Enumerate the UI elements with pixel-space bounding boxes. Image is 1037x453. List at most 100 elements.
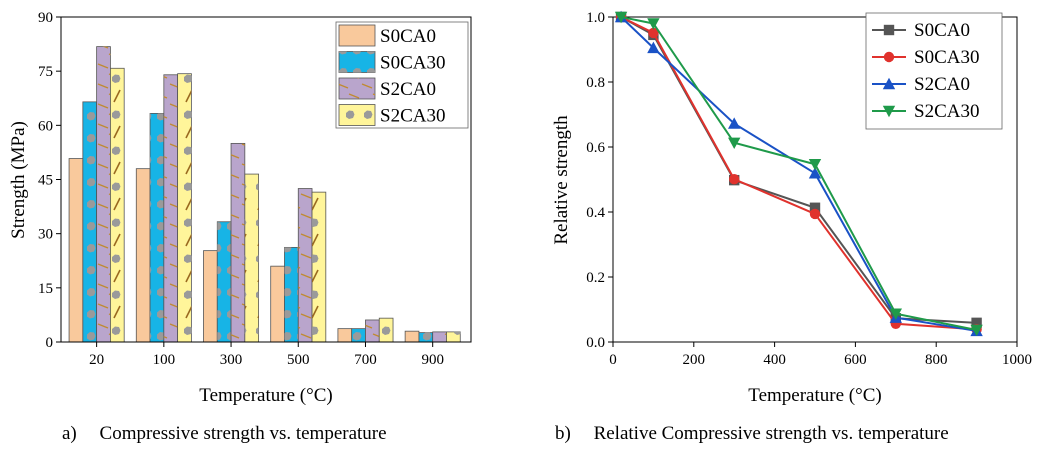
y-tick-label: 0.2 [586, 270, 605, 286]
bar-pattern-S2CA30-100 [177, 73, 192, 342]
x-tick-label: 600 [844, 352, 867, 368]
line-chart: 0 200 400 600 800 1000 0.0 0.2 0.4 0.6 0.8 1.0 Rela… [551, 10, 1032, 406]
legend-marker-S0CA30 [883, 51, 895, 63]
y-tick-label: 45 [38, 173, 53, 189]
bar-pattern-S2CA30-900 [446, 331, 461, 342]
point-S2CA30-500 [808, 159, 822, 171]
legend-label-S0CA0: S0CA0 [914, 20, 970, 41]
y-tick-label: 0.0 [586, 335, 605, 351]
legend-marker-S2CA0 [882, 77, 896, 90]
y-tick-label: 30 [38, 227, 53, 243]
x-tick-label: 200 [683, 352, 706, 368]
x-tick-label: 20 [89, 352, 104, 368]
line-series-S2CA30 [620, 16, 977, 331]
x-tick-label: 300 [220, 352, 243, 368]
y-tick-label: 60 [38, 118, 53, 134]
caption-b-prefix: b) [555, 423, 571, 444]
point-S2CA30-700 [889, 308, 902, 320]
legend-swatch-pattern-S0CA30 [339, 51, 375, 73]
point-S2CA0-500 [808, 167, 822, 179]
x-tick-label: 100 [153, 352, 176, 368]
bar-pattern-S2CA30-300 [244, 174, 259, 342]
point-S0CA0-500 [809, 202, 821, 213]
bar-S0CA0-900 [404, 330, 420, 343]
x-tick-label: 700 [354, 352, 377, 368]
y-tick-label: 0 [46, 335, 54, 351]
bar-pattern-S2CA30-500 [312, 192, 326, 342]
y-tick-label: 1.0 [586, 10, 605, 26]
bar-S0CA0-20 [68, 158, 84, 343]
bar-pattern-S2CA30-700 [379, 318, 394, 342]
legend-label-S2CA30: S2CA30 [914, 101, 979, 122]
point-S2CA0-300 [728, 117, 741, 129]
bar-pattern-S2CA0-100 [163, 74, 178, 343]
bar-axis-ticks: 20 100 300 500 700 900 0 15 30 45 60 75 90 [38, 10, 444, 368]
bar-pattern-S2CA0-700 [365, 319, 380, 342]
x-tick-label: 0 [609, 352, 617, 368]
bar-pattern-S2CA30-20 [110, 68, 125, 343]
legend-swatch-S0CA0 [338, 24, 376, 47]
legend-label-S0CA30: S0CA30 [914, 47, 979, 68]
bar-pattern-S0CA30-900 [418, 332, 433, 342]
bar-legend: S0CA0 S0CA30 S2CA0 S2CA30 [335, 21, 469, 129]
legend-label-S0CA0: S0CA0 [380, 26, 436, 47]
point-S0CA30-500 [809, 208, 821, 220]
caption-a-prefix: a) [62, 423, 77, 444]
line-plot-frame [612, 16, 1018, 343]
line-y-axis-label: Relative strength [551, 115, 572, 245]
bar-pattern-S0CA30-20 [82, 101, 97, 342]
line-marks [614, 10, 983, 337]
y-tick-label: 15 [38, 281, 53, 297]
caption-a: a) Compressive strength vs. temperature [62, 423, 387, 445]
y-tick-label: 75 [38, 64, 53, 80]
bar-pattern-S2CA0-900 [432, 331, 447, 342]
bar-pattern-S0CA30-500 [284, 247, 299, 342]
y-tick-label: 90 [38, 10, 53, 26]
y-tick-label: 0.4 [586, 205, 605, 221]
caption-a-text: Compressive strength vs. temperature [99, 423, 387, 444]
legend-marker-S0CA0 [883, 24, 895, 36]
x-tick-label: 800 [925, 352, 948, 368]
y-tick-label: 0.8 [586, 75, 605, 91]
line-series-S0CA30 [620, 16, 977, 331]
bar-pattern-S2CA0-20 [96, 46, 111, 342]
bar-S0CA0-500 [270, 265, 285, 343]
x-tick-label: 500 [287, 352, 310, 368]
point-S2CA30-100 [647, 18, 660, 30]
legend-label-S0CA30: S0CA30 [380, 53, 445, 74]
point-S0CA30-300 [729, 173, 740, 185]
y-tick-label: 0.6 [586, 140, 605, 156]
legend-swatch-pattern-S2CA0 [339, 78, 375, 99]
bar-y-axis-label: Strength (MPa) [8, 121, 29, 239]
legend-label-S2CA0: S2CA0 [380, 79, 436, 100]
point-S2CA30-900 [970, 324, 983, 337]
bar-pattern-S2CA0-300 [231, 143, 245, 342]
bar-S0CA0-700 [337, 328, 353, 343]
point-S2CA30-300 [728, 137, 741, 149]
bar-S0CA0-100 [135, 168, 151, 343]
point-S0CA0-900 [971, 317, 982, 329]
point-S2CA0-100 [647, 41, 660, 54]
bar-pattern-S0CA30-300 [217, 221, 232, 342]
caption-b-text: Relative Compressive strength vs. temper… [593, 423, 949, 444]
bar-pattern-S0CA30-700 [351, 328, 366, 342]
legend-marker-S2CA30 [882, 105, 896, 118]
line-legend: S0CA0 S0CA30 S2CA0 S2CA30 [865, 12, 1003, 130]
bar-chart: 20 100 300 500 700 900 0 15 30 45 60 75 90 Strength … [8, 10, 472, 406]
point-S2CA30-20 [614, 11, 628, 24]
line-axis-ticks: 0 200 400 600 800 1000 0.0 0.2 0.4 0.6 0.8 1.0 [586, 10, 1032, 368]
bar-S0CA0-300 [203, 250, 218, 343]
legend-label-S2CA30: S2CA30 [380, 106, 445, 127]
caption-b: b) Relative Compressive strength vs. tem… [555, 423, 949, 445]
bar-x-axis-label: Temperature (°C) [199, 385, 332, 406]
legend-swatch-pattern-S2CA30 [339, 104, 375, 126]
point-S0CA30-100 [648, 27, 659, 39]
bar-pattern-S2CA0-500 [298, 188, 313, 342]
x-tick-label: 900 [421, 352, 444, 368]
bar-pattern-S0CA30-100 [150, 113, 164, 343]
legend-label-S2CA0: S2CA0 [914, 74, 970, 95]
x-tick-label: 1000 [1002, 352, 1032, 368]
line-x-axis-label: Temperature (°C) [748, 385, 881, 406]
line-series-S2CA0 [620, 16, 977, 332]
